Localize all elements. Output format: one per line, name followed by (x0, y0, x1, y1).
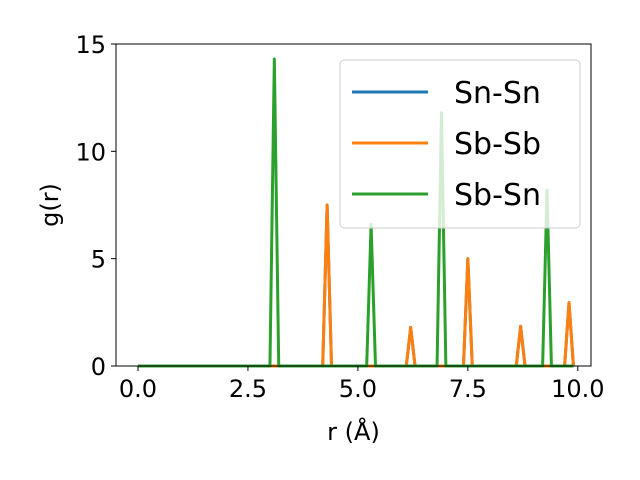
y-tick-label: 15 (75, 31, 106, 59)
x-tick-label: 7.5 (449, 375, 487, 403)
legend-label: Sn-Sn (454, 76, 541, 111)
y-axis-title: g(r) (36, 183, 64, 227)
y-tick-label: 5 (91, 246, 106, 274)
x-tick-label: 10.0 (551, 375, 604, 403)
x-axis-title: r (Å) (327, 417, 380, 446)
ticks-layer: 0.0 2.5 5.0 7.5 10.0 0 5 10 15 (75, 31, 604, 403)
legend-label: Sb-Sb (454, 127, 541, 162)
x-tick-label: 0.0 (119, 375, 157, 403)
series-line-0 (137, 203, 575, 368)
legend-label: Sb-Sn (454, 178, 541, 213)
plot-frame (115, 43, 592, 367)
legend-box (339, 59, 581, 229)
x-tick-label: 5.0 (339, 375, 377, 403)
y-tick-label: 0 (91, 353, 106, 381)
series-line-1 (137, 203, 575, 368)
legend: Sn-Sn Sb-Sb Sb-Sn (339, 59, 581, 229)
x-tick-label: 2.5 (229, 375, 267, 403)
y-tick-label: 10 (75, 138, 106, 166)
